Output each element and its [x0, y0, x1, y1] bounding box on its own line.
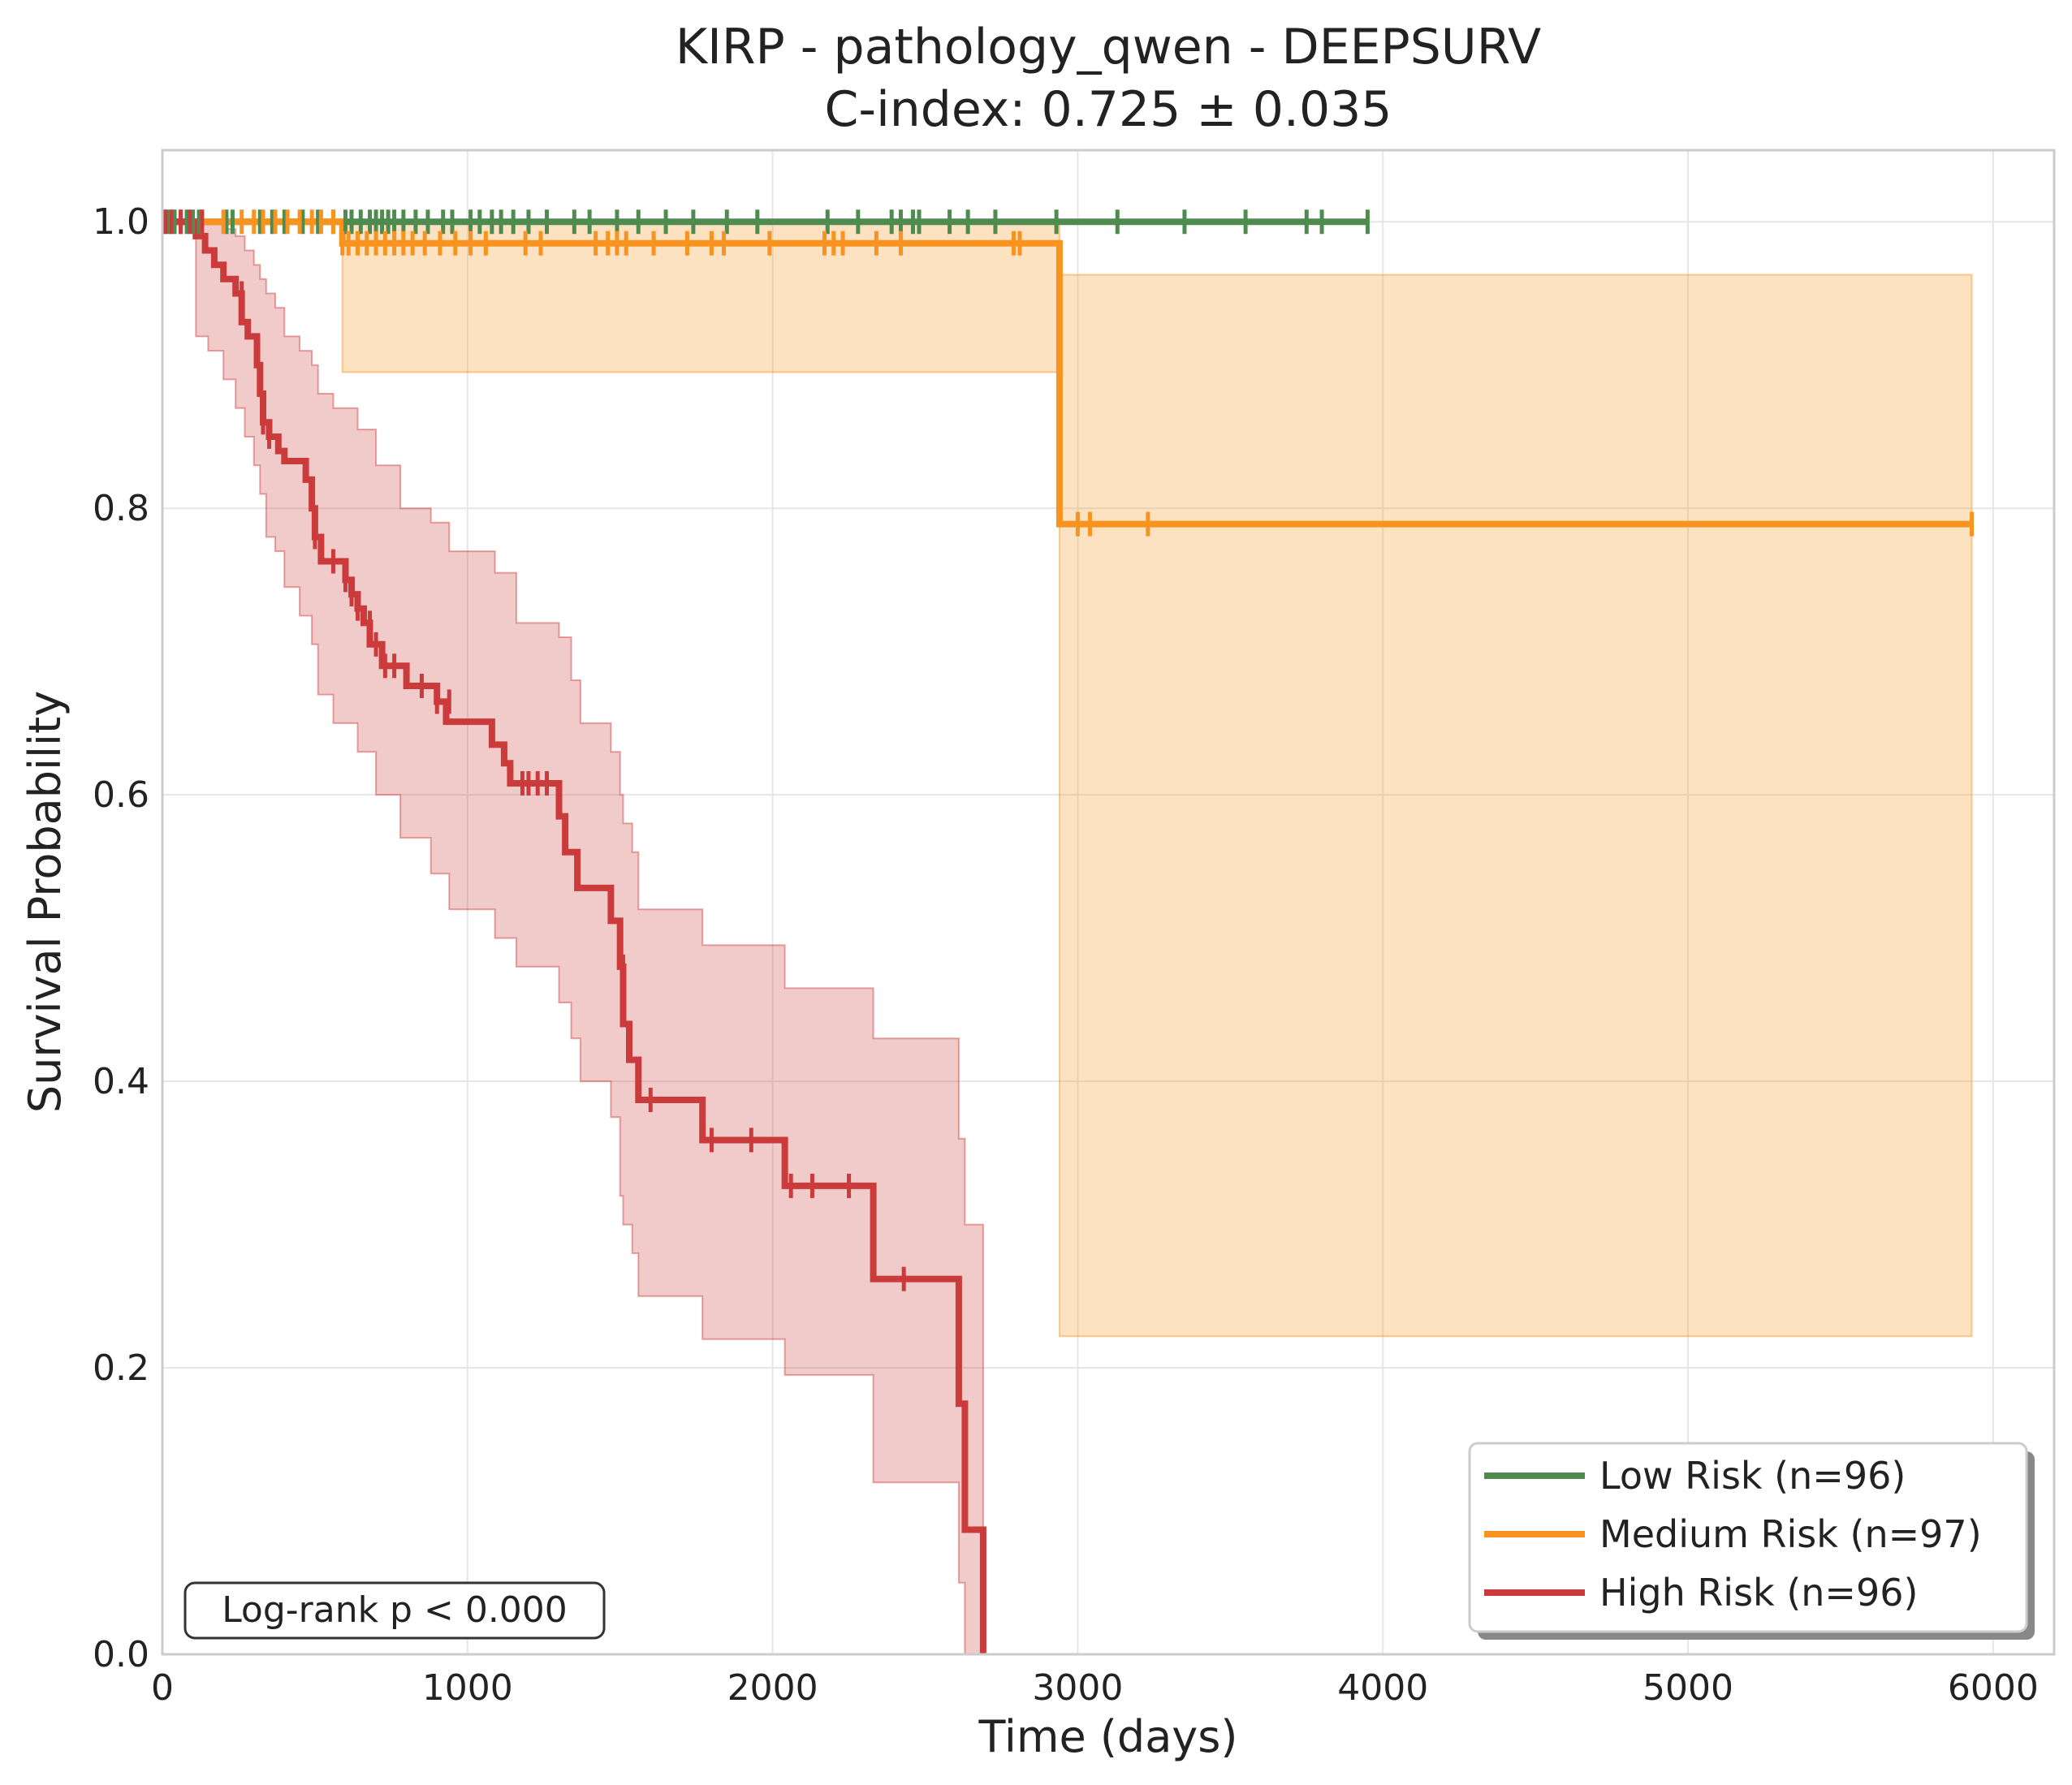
y-tick-label: 0.0 [93, 1634, 149, 1675]
y-axis-label: Survival Probability [19, 691, 71, 1113]
x-tick-label: 6000 [1948, 1667, 2039, 1709]
y-tick-label: 1.0 [93, 201, 149, 243]
plot-frame [161, 149, 2056, 1656]
y-tick-label: 0.4 [93, 1061, 149, 1102]
x-tick-label: 3000 [1032, 1667, 1123, 1709]
chart-subtitle: C-index: 0.725 ± 0.035 [825, 81, 1392, 138]
y-tick-label: 0.6 [93, 774, 149, 816]
y-axis-ticks: 0.0 0.2 0.4 0.6 0.8 1.0 [93, 201, 149, 1675]
annotation-box [183, 1581, 606, 1640]
medium-risk-legend-label: Medium Risk (n=97) [1599, 1512, 1982, 1556]
logrank-annotation: Log-rank p < 0.000 [183, 1581, 606, 1640]
x-axis-label: Time (days) [978, 1711, 1238, 1762]
x-tick-label: 4000 [1337, 1667, 1428, 1709]
x-axis-ticks: 0 1000 2000 3000 4000 5000 6000 [151, 1667, 2039, 1709]
legend-box [1468, 1442, 2028, 1633]
x-tick-label: 2000 [727, 1667, 818, 1709]
x-tick-label: 0 [151, 1667, 174, 1709]
censor-marks [162, 209, 1975, 1291]
y-tick-label: 0.2 [93, 1347, 149, 1389]
chart-title: KIRP - pathology_qwen - DEEPSURV [676, 19, 1541, 75]
x-tick-label: 1000 [422, 1667, 513, 1709]
low-risk-legend-label: Low Risk (n=96) [1599, 1454, 1906, 1498]
x-tick-label: 5000 [1642, 1667, 1733, 1709]
y-tick-label: 0.8 [93, 488, 149, 529]
legend-items: Low Risk (n=96) Medium Risk (n=97) High Ri… [1484, 1454, 1982, 1615]
legend: Low Risk (n=96) Medium Risk (n=97) High Ri… [1468, 1442, 2035, 1640]
annotation-text: Log-rank p < 0.000 [222, 1589, 568, 1631]
high-risk-legend-label: High Risk (n=96) [1599, 1571, 1918, 1615]
